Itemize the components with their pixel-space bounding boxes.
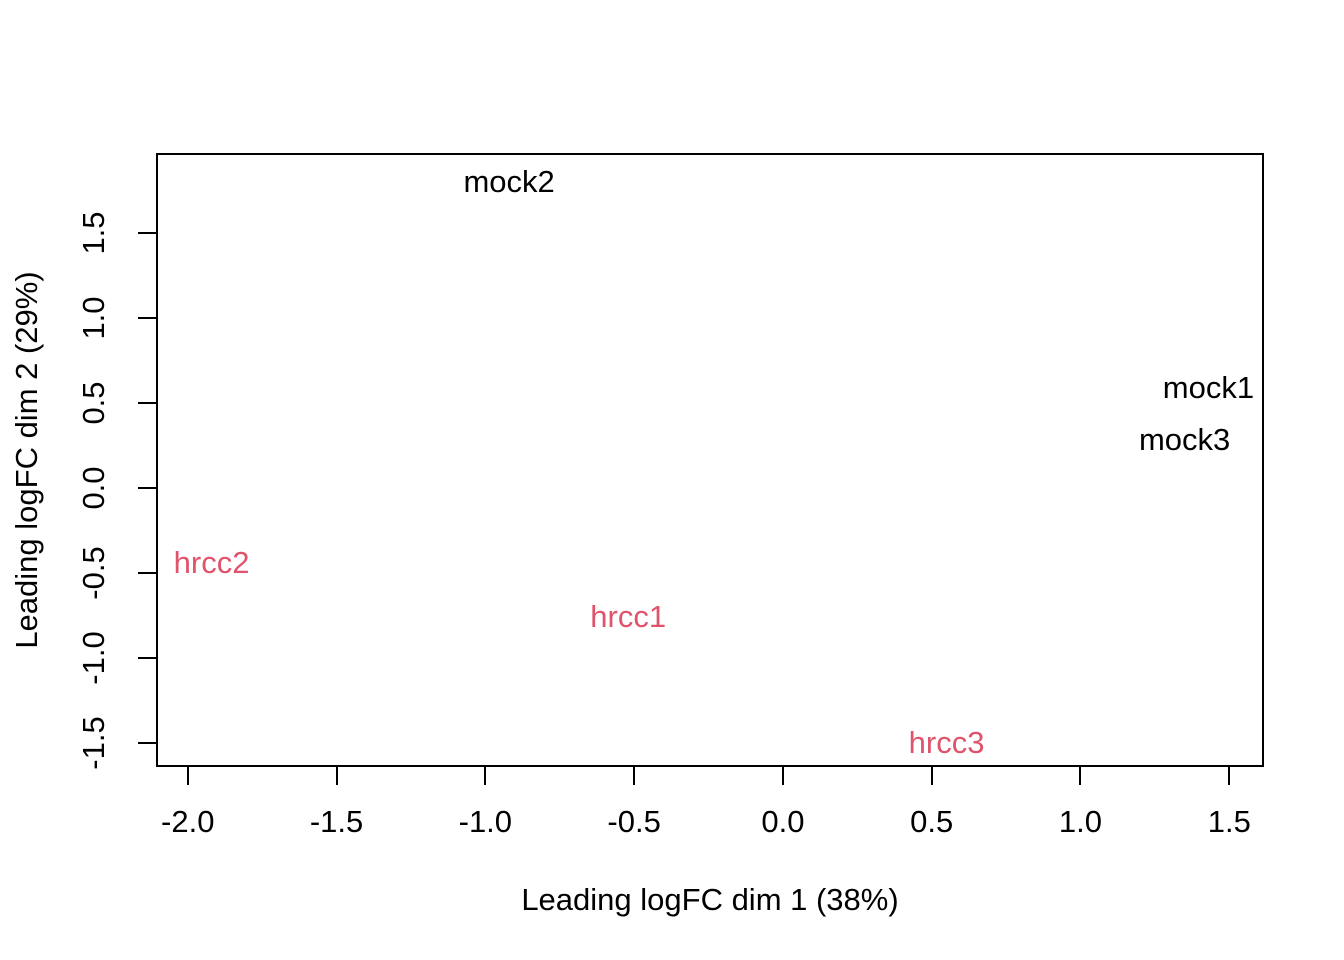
y-tick-label: -1.5 [76,716,111,770]
x-axis-title: Leading logFC dim 1 (38%) [521,882,899,917]
x-tick-label: -1.5 [309,804,364,839]
y-tick-label: -0.5 [76,546,111,600]
x-tick-label: 0.0 [761,804,805,839]
y-axis-tick [138,232,156,235]
x-tick-label: -1.0 [458,804,513,839]
x-axis-tick [633,767,636,785]
y-tick-label: 0.5 [76,381,111,425]
x-axis-tick [1079,767,1082,785]
y-axis-tick [138,741,156,744]
x-tick-label: 1.0 [1058,804,1103,839]
y-axis-tick [138,317,156,320]
y-tick-label: -1.0 [76,631,111,685]
plot-border [156,153,1264,767]
sample-label-hrcc2: hrcc2 [173,544,250,580]
sample-label-hrcc3: hrcc3 [908,724,985,760]
sample-label-mock1: mock1 [1162,369,1255,405]
x-tick-label: 1.5 [1207,804,1251,839]
y-axis-title: Leading logFC dim 2 (29%) [9,271,44,649]
x-tick-label: 0.5 [910,804,954,839]
y-tick-label: 1.5 [76,211,111,255]
x-axis-tick [781,767,784,785]
sample-label-mock2: mock2 [463,164,555,200]
plot-area: -2.0 -1.5 -1.0 -0.5 0.0 0.5 1.0 1.5 -1.5 -1.0 -0.5… [76,155,1262,839]
y-axis-tick [138,487,156,490]
x-axis-tick [930,767,933,785]
x-tick-label: -0.5 [607,804,661,839]
sample-label-mock3: mock3 [1138,422,1231,458]
x-axis-tick [335,767,338,785]
x-axis-tick [484,767,487,785]
y-axis-tick [138,656,156,659]
y-tick-label: 0.0 [76,466,111,510]
x-axis-tick [1228,767,1231,785]
y-axis-tick [138,571,156,574]
y-tick-label: 1.0 [76,296,111,340]
x-tick-label: -2.0 [161,804,215,839]
sample-label-hrcc1: hrcc1 [590,599,667,635]
x-axis-tick [186,767,189,785]
y-axis-tick [138,402,156,405]
